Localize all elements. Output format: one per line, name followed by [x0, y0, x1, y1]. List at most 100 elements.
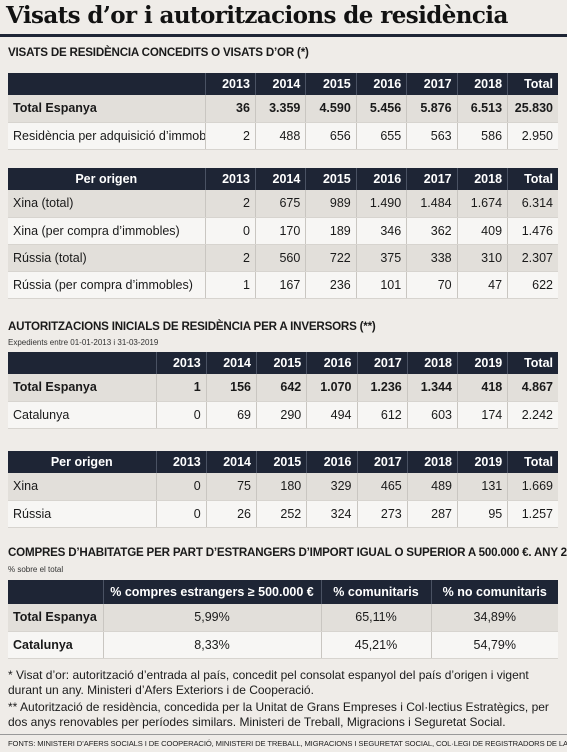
- value-cell: 252: [256, 500, 308, 528]
- value-cell: 273: [357, 500, 408, 528]
- value-cell: 36: [205, 95, 256, 123]
- header-label-cell: [8, 352, 157, 374]
- footnote-2: ** Autorització de residència, concedida…: [8, 700, 549, 729]
- table-header-row: Per origen 2013 2014 2015 2016 2017 2018 2019 To…: [8, 451, 558, 473]
- investor-permits-total-table: 2013 2014 2015 2016 2017 2018 2019 Total Total E…: [8, 352, 558, 429]
- value-cell: 2.950: [507, 122, 558, 150]
- page-title: Visats d’or i autoritzacions de residènc…: [6, 2, 508, 29]
- table-row: Residència per adquisició d’immobles 2 488…: [8, 122, 558, 150]
- table-row: Xina 0 75 180 329 465 489 131 1.669: [8, 473, 558, 501]
- header-cell: 2017: [406, 168, 458, 190]
- value-cell: 70: [406, 271, 458, 299]
- header-cell: 2017: [357, 451, 408, 473]
- row-label-cell: Rússia: [8, 500, 157, 528]
- header-cell: 2017: [357, 352, 408, 374]
- value-cell: 489: [407, 473, 459, 501]
- header-cell: % compres estrangers ≥ 500.000 €: [103, 580, 322, 604]
- value-cell: 2.242: [507, 401, 558, 429]
- value-cell: 0: [156, 500, 207, 528]
- value-cell: 1: [156, 374, 207, 402]
- table-row: Total Espanya 5,99% 65,11% 34,89%: [8, 604, 558, 632]
- value-cell: 324: [306, 500, 358, 528]
- value-cell: 989: [305, 190, 357, 218]
- value-cell: 6.314: [507, 190, 558, 218]
- header-cell: 2014: [206, 451, 258, 473]
- header-cell: 2018: [407, 352, 459, 374]
- foreign-purchases-table: % compres estrangers ≥ 500.000 €% comuni…: [8, 580, 558, 659]
- value-cell: 8,33%: [103, 631, 322, 659]
- row-label-cell: Catalunya: [8, 401, 157, 429]
- value-cell: 174: [457, 401, 509, 429]
- value-cell: 287: [407, 500, 459, 528]
- row-label-cell: Total Espanya: [8, 604, 104, 632]
- header-cell: 2014: [206, 352, 258, 374]
- value-cell: 1.344: [407, 374, 459, 402]
- golden-visas-total-table: 2013 2014 2015 2016 2017 2018 Total Total Espan…: [8, 73, 558, 150]
- header-cell: 2016: [356, 168, 408, 190]
- value-cell: 2: [205, 122, 256, 150]
- value-cell: 375: [356, 244, 408, 272]
- value-cell: 612: [357, 401, 408, 429]
- value-cell: 563: [406, 122, 458, 150]
- header-cell: 2015: [256, 352, 308, 374]
- value-cell: 75: [206, 473, 258, 501]
- table-row: Rússia (total) 2 560 722 375 338 310 2.307: [8, 244, 558, 272]
- value-cell: 4.590: [305, 95, 357, 123]
- header-cell: 2016: [306, 352, 358, 374]
- header-cell: 2018: [457, 73, 509, 95]
- value-cell: 26: [206, 500, 258, 528]
- header-cell: 2015: [305, 168, 357, 190]
- value-cell: 2.307: [507, 244, 558, 272]
- header-cell: 2019: [457, 352, 509, 374]
- header-cell: Total: [507, 73, 558, 95]
- table-header-row: Per origen 2013 2014 2015 2016 2017 2018 Total: [8, 168, 558, 190]
- value-cell: 236: [305, 271, 357, 299]
- value-cell: 0: [156, 401, 207, 429]
- value-cell: 655: [356, 122, 408, 150]
- value-cell: 409: [457, 217, 509, 245]
- header-cell: 2014: [255, 168, 307, 190]
- header-cell: 2016: [356, 73, 408, 95]
- value-cell: 1.484: [406, 190, 458, 218]
- header-cell: Total: [507, 352, 558, 374]
- section1-title: VISATS DE RESIDÈNCIA CONCEDITS O VISATS …: [8, 46, 309, 59]
- value-cell: 560: [255, 244, 307, 272]
- table-row: Rússia (per compra d’immobles) 1 167 236 101…: [8, 271, 558, 299]
- table-row: Catalunya 8,33% 45,21% 54,79%: [8, 631, 558, 659]
- value-cell: 418: [457, 374, 509, 402]
- row-label-cell: Xina (total): [8, 190, 206, 218]
- row-label-cell: Rússia (total): [8, 244, 206, 272]
- investor-permits-origin-table: Per origen 2013 2014 2015 2016 2017 2018 2019 To…: [8, 451, 558, 528]
- value-cell: 0: [205, 217, 256, 245]
- sources-line: FONTS: MINISTERI D’AFERS SOCIALS I DE CO…: [0, 734, 567, 752]
- row-label-cell: Total Espanya: [8, 374, 157, 402]
- value-cell: 5.876: [406, 95, 458, 123]
- header-cell: Total: [507, 451, 558, 473]
- value-cell: 329: [306, 473, 358, 501]
- value-cell: 722: [305, 244, 357, 272]
- header-cell: 2013: [205, 168, 256, 190]
- header-cell: 2013: [205, 73, 256, 95]
- header-cell: 2018: [407, 451, 459, 473]
- value-cell: 95: [457, 500, 509, 528]
- header-cell: 2015: [256, 451, 308, 473]
- row-label-cell: Rússia (per compra d’immobles): [8, 271, 206, 299]
- row-label-cell: Xina (per compra d’immobles): [8, 217, 206, 245]
- table-row: Xina (per compra d’immobles) 0 170 189 346 36…: [8, 217, 558, 245]
- value-cell: 6.513: [457, 95, 509, 123]
- value-cell: 338: [406, 244, 458, 272]
- value-cell: 1.476: [507, 217, 558, 245]
- value-cell: 346: [356, 217, 408, 245]
- value-cell: 170: [255, 217, 307, 245]
- table-row: Total Espanya 36 3.359 4.590 5.456 5.876 6.513…: [8, 95, 558, 123]
- value-cell: 4.867: [507, 374, 558, 402]
- value-cell: 47: [457, 271, 509, 299]
- value-cell: 1.674: [457, 190, 509, 218]
- value-cell: 362: [406, 217, 458, 245]
- value-cell: 180: [256, 473, 308, 501]
- footnote-1: * Visat d’or: autorització d’entrada al …: [8, 668, 529, 697]
- value-cell: 5.456: [356, 95, 408, 123]
- value-cell: 488: [255, 122, 307, 150]
- header-cell: 2013: [156, 352, 207, 374]
- value-cell: 3.359: [255, 95, 307, 123]
